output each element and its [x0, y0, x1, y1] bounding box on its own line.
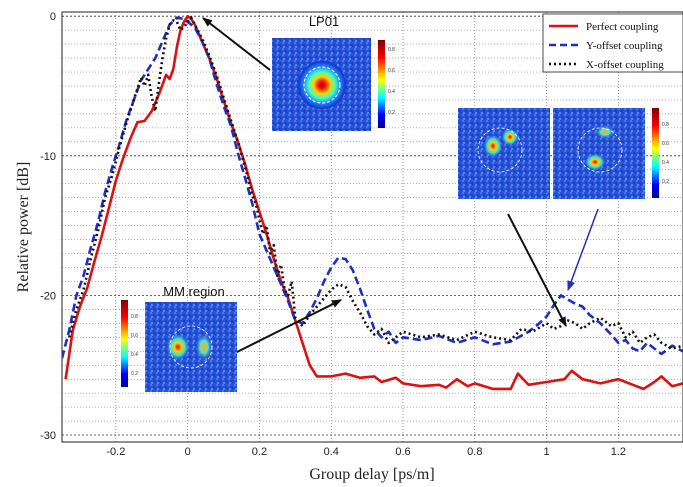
inset-mm-cb-label: 0.4 — [131, 352, 138, 358]
inset-mm-cb-label: 0.6 — [131, 333, 138, 339]
arrow-two-mode-blue — [567, 208, 599, 291]
legend-box — [542, 13, 683, 73]
x-tick-label: 0.8 — [467, 446, 482, 458]
inset-lp01-cb-label: 0.6 — [388, 68, 395, 74]
inset-two-mode-spot-left-b — [501, 128, 519, 146]
arrow-mm-region — [236, 299, 342, 353]
inset-mm-colorbar — [121, 300, 128, 387]
inset-mm-image — [145, 302, 237, 392]
inset-two-mode-image-left — [458, 108, 550, 199]
y-tick-label: -30 — [40, 430, 56, 442]
legend-label-y-offset: Y-offset coupling — [586, 40, 663, 52]
inset-two-mode-ring-right — [577, 127, 623, 173]
inset-two-mode-cb-label: 0.4 — [662, 160, 669, 166]
x-tick-label: 1.2 — [611, 446, 626, 458]
inset-lp01-cb-label: 0.4 — [388, 89, 395, 95]
legend-label-x-offset: X-offset coupling — [586, 59, 664, 71]
series-line-y-offset-coupling — [62, 16, 683, 359]
inset-two-mode-cb-label: 0.2 — [662, 179, 669, 185]
series-lines — [62, 14, 683, 391]
inset-lp01-spot — [298, 61, 346, 109]
arrow-lp01 — [202, 17, 271, 71]
x-tick-labels: -0.2 0 0.2 0.4 0.6 0.8 1 1.2 — [106, 446, 626, 458]
arrow-two-mode-black — [507, 213, 567, 327]
inset-lp01-cb-label: 0.8 — [388, 47, 395, 53]
legend-label-perfect: Perfect coupling — [586, 21, 659, 33]
y-tick-label: -10 — [40, 151, 56, 163]
x-tick-label: 0.2 — [252, 446, 267, 458]
inset-mm-cb-label: 0.2 — [131, 371, 138, 377]
x-tick-label: -0.2 — [106, 446, 125, 458]
inset-two-mode-spot-left-a — [483, 134, 503, 158]
inset-two-mode-spot-right-a — [584, 153, 606, 171]
inset-two-mode: 0.8 0.6 0.4 0.2 — [458, 108, 669, 199]
inset-two-mode-ring-left — [477, 127, 523, 173]
inset-two-mode-cb-label: 0.6 — [662, 141, 669, 147]
x-axis-label: Group delay [ps/m] — [309, 466, 434, 483]
inset-lp01-colorbar — [378, 40, 385, 128]
inset-two-mode-colorbar — [652, 108, 659, 198]
x-tick-label: 1 — [544, 446, 550, 458]
inset-lp01-ring — [303, 66, 341, 104]
y-axis-label: Relative power [dB] — [15, 162, 32, 293]
inset-mm-cb-label: 0.8 — [131, 314, 138, 320]
x-tick-label: 0.4 — [324, 446, 339, 458]
x-tick-label: 0 — [185, 446, 191, 458]
plot-frame — [61, 11, 683, 443]
inset-two-mode-cb-label: 0.8 — [662, 122, 669, 128]
inset-two-mode-spot-right-b — [595, 125, 615, 139]
inset-lp01-title: LP01 — [309, 14, 339, 29]
inset-lp01: LP01 0.8 0.6 0.4 0.2 — [272, 14, 395, 131]
y-tick-label: -20 — [40, 290, 56, 302]
x-tick-label: 0.6 — [395, 446, 410, 458]
inset-mm-ring — [169, 325, 213, 369]
inset-mm-region: MM region 0.8 0.6 0.4 0.2 — [121, 284, 237, 392]
inset-two-mode-image-right — [553, 108, 645, 199]
series-line-x-offset-coupling — [67, 16, 683, 350]
inset-lp01-cb-label: 0.2 — [388, 110, 395, 116]
inset-mm-spot-right — [195, 333, 213, 361]
y-tick-label: 0 — [50, 11, 56, 23]
inset-mm-spot-left — [166, 333, 190, 361]
y-tick-labels: 0 -10 -20 -30 — [40, 11, 56, 442]
inset-mm-title: MM region — [163, 284, 224, 299]
legend: Perfect coupling Y-offset coupling X-off… — [542, 13, 683, 73]
